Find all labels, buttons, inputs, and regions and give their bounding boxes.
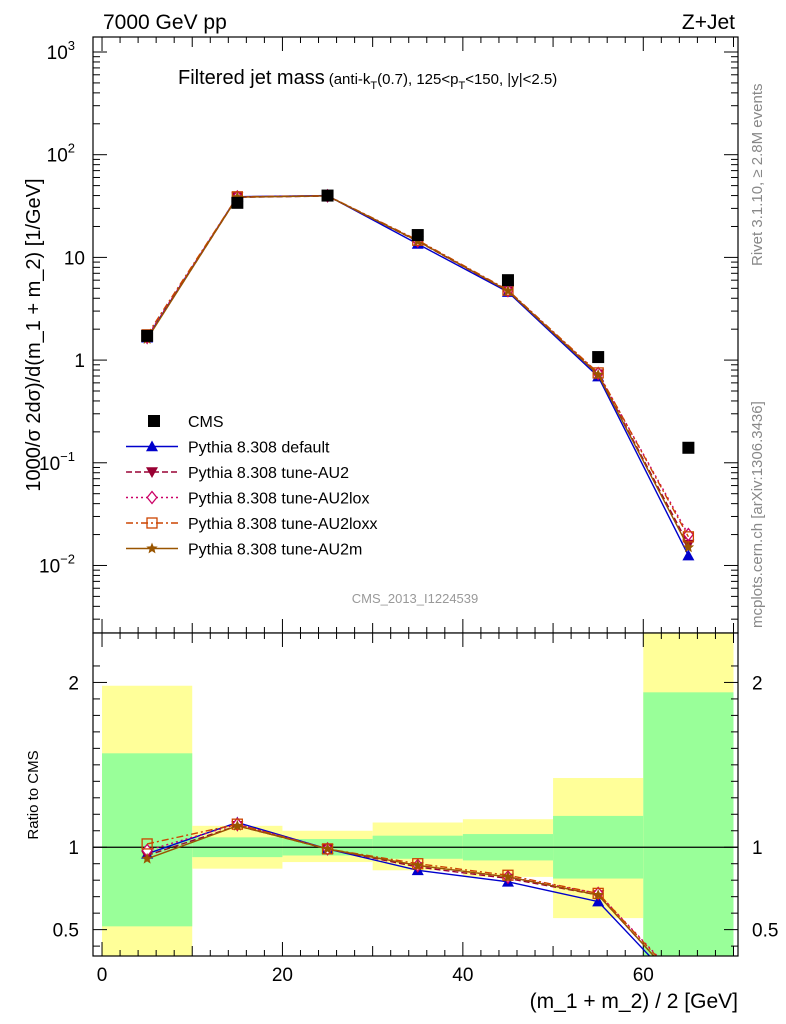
cms-point: [231, 196, 244, 209]
header-left: 7000 GeV pp: [103, 11, 227, 34]
ratio-y-tick-label-right: 2: [752, 673, 763, 694]
ratio-y-tick-label: 1: [68, 838, 79, 859]
point-default: [682, 549, 695, 561]
ratio-point-au2m: [231, 819, 243, 831]
cms-point: [411, 229, 424, 242]
cms-point: [682, 441, 695, 454]
y-tick-label: 10: [64, 248, 85, 269]
ratio-point-au2m: [321, 842, 334, 854]
ratio-point-au2m: [592, 889, 604, 900]
y-tick-label: 102: [47, 141, 75, 167]
legend-marker-au2m: [146, 542, 158, 554]
uncertainty-band-green: [643, 692, 734, 956]
x-tick-label: 60: [633, 965, 654, 986]
main-panel-background: [93, 37, 738, 633]
x-axis-label: (m_1 + m_2) / 2 [GeV]: [530, 990, 738, 1013]
legend-marker-au2: [146, 467, 158, 478]
ratio-y-tick-label: 0.5: [53, 921, 79, 942]
legend-label-au2m: Pythia 8.308 tune-AU2m: [188, 542, 362, 559]
y-tick-label: 10−2: [39, 551, 75, 577]
legend-label-default: Pythia 8.308 default: [188, 440, 330, 457]
cms-point: [141, 329, 154, 342]
plot-title: Filtered jet mass (anti-kT(0.7), 125<pT<1…: [178, 67, 557, 92]
legend: CMS Pythia 8.308 default Pythia 8.308 tune…: [126, 414, 377, 559]
ratio-y-tick-label: 2: [68, 673, 79, 694]
x-tick-label: 0: [97, 965, 108, 986]
legend-cms-label: CMS: [188, 414, 224, 431]
cms-point: [501, 274, 514, 287]
y-tick-label: 10−1: [39, 449, 75, 475]
ratio-y-tick-label-right: 0.5: [752, 921, 778, 942]
point-au2m: [592, 368, 604, 380]
ratio-point-au2m: [412, 859, 424, 871]
cms-point: [321, 189, 334, 202]
x-tick-label: 40: [452, 965, 473, 986]
cms-point: [592, 351, 605, 364]
header-right: Z+Jet: [682, 11, 735, 34]
y-tick-label: 1: [74, 351, 85, 372]
uncertainty-band-green: [102, 753, 193, 927]
x-tick-label: 20: [272, 965, 293, 986]
ratio-panel: 2 2 1 1 0.5 0.5 0 20 40 60: [53, 632, 778, 986]
y-tick-label: 103: [47, 38, 75, 64]
legend-label-au2loxx: Pythia 8.308 tune-AU2loxx: [188, 516, 377, 533]
ratio-y-axis-label: Ratio to CMS: [25, 750, 42, 839]
ratio-panel-frame: [92, 632, 739, 957]
legend-label-au2lox: Pythia 8.308 tune-AU2lox: [188, 491, 369, 508]
point-au2m: [502, 284, 514, 296]
legend-marker-au2loxx: [146, 517, 158, 529]
legend-cms-marker: [148, 415, 160, 427]
mcplots-label: mcplots.cern.ch [arXiv:1306.3436]: [749, 401, 766, 628]
point-au2m: [682, 541, 695, 553]
ratio-point-au2loxx: [141, 838, 153, 850]
legend-marker-default: [146, 440, 158, 452]
ratio-point-au2m: [141, 852, 153, 864]
ratio-point-au2m: [502, 870, 514, 882]
ratio-y-tick-label-right: 1: [752, 838, 763, 859]
y-axis-label: 1000/σ 2dσ)/d(m_1 + m_2) [1/GeV]: [23, 178, 45, 491]
rivet-label: Rivet 3.1.10, ≥ 2.8M events: [749, 84, 766, 267]
legend-marker-au2lox: [146, 490, 158, 505]
legend-label-au2: Pythia 8.308 tune-AU2: [188, 465, 349, 482]
watermark: CMS_2013_I1224539: [352, 591, 479, 606]
